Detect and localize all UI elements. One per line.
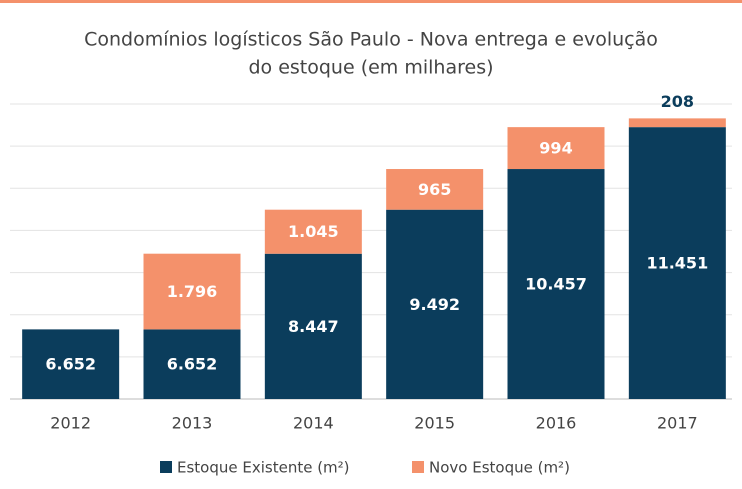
- chart-title: Condomínios logísticos São Paulo - Nova …: [84, 29, 658, 51]
- bar-segment: [507, 127, 605, 170]
- bar-segment: [22, 329, 120, 399]
- bar-segment: [264, 253, 362, 399]
- data-label: 6.652: [167, 355, 218, 374]
- x-tick-label: 2016: [536, 414, 577, 433]
- x-tick-label: 2015: [414, 414, 455, 433]
- top-border: [0, 0, 742, 3]
- bar-segment: [507, 169, 605, 399]
- data-label: 1.045: [288, 222, 339, 241]
- legend-label: Estoque Existente (m²): [177, 459, 350, 477]
- legend-swatch: [412, 461, 424, 473]
- bar-segment: [628, 127, 726, 400]
- data-label: 8.447: [288, 317, 339, 336]
- x-tick-label: 2013: [172, 414, 213, 433]
- bar-segment: [143, 253, 241, 330]
- legend-label: Novo Estoque (m²): [429, 459, 570, 477]
- legend-swatch: [160, 461, 172, 473]
- bar-segment: [143, 329, 241, 399]
- bar-segment: [628, 118, 726, 128]
- data-label: 9.492: [409, 295, 460, 314]
- bar-segment: [386, 209, 484, 399]
- data-label: 11.451: [646, 254, 708, 273]
- x-tick-label: 2014: [293, 414, 334, 433]
- data-label: 10.457: [525, 275, 587, 294]
- data-label: 965: [418, 180, 451, 199]
- data-label: 208: [661, 92, 694, 111]
- chart-title: do estoque (em milhares): [248, 57, 493, 79]
- data-label: 1.796: [167, 282, 218, 301]
- x-tick-label: 2012: [50, 414, 91, 433]
- data-label: 994: [539, 139, 572, 158]
- x-tick-label: 2017: [657, 414, 698, 433]
- data-label: 6.652: [45, 355, 96, 374]
- bar-segment: [264, 209, 362, 254]
- bar-segment: [386, 169, 484, 210]
